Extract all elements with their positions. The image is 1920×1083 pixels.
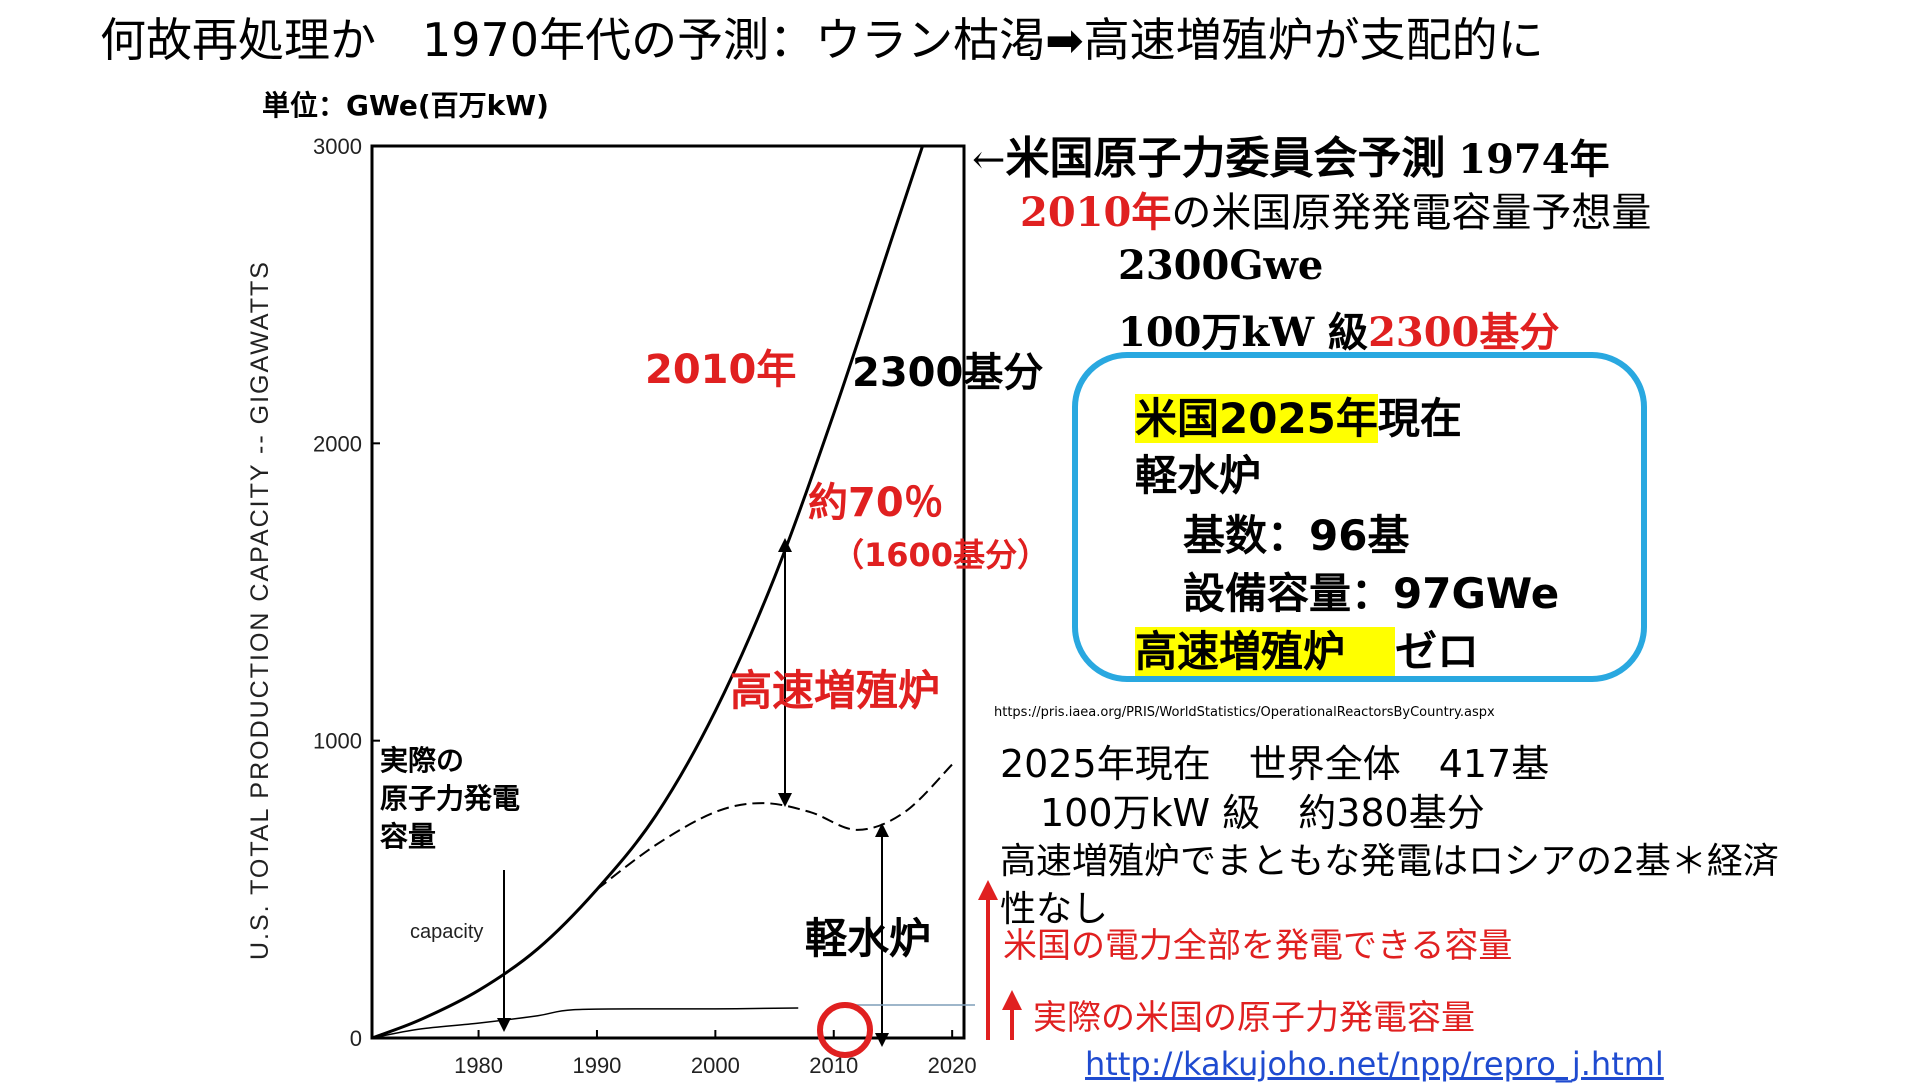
- annotation-capacity: capacity: [410, 921, 483, 943]
- us-2025-info-box: [1072, 352, 1647, 682]
- actual-label-line3: 容量: [380, 820, 437, 853]
- aec-line3: 2300Gwe: [1118, 242, 1324, 289]
- y-tick-label: 0: [350, 1026, 362, 1051]
- unit-label: 単位：GWe(百万kW): [262, 89, 549, 122]
- annotation-2010: 2010年: [645, 347, 797, 393]
- footer-link[interactable]: http://kakujoho.net/npp/repro_j.html: [1085, 1045, 1664, 1083]
- box-line5-highlight: 高速増殖炉: [1135, 627, 1396, 676]
- aec-line2-year: 2010年: [1020, 189, 1172, 236]
- page-title: 何故再処理か 1970年代の予測：ウラン枯渇➡高速増殖炉が支配的に: [100, 13, 1544, 67]
- x-tick-label: 2000: [691, 1053, 740, 1078]
- actual-label-line1: 実際の: [380, 744, 465, 777]
- source-url: https://pris.iaea.org/PRIS/WorldStatisti…: [994, 705, 1495, 720]
- world-line2: 100万kW 級 約380基分: [1040, 791, 1485, 835]
- x-tick-label: 2020: [928, 1053, 977, 1078]
- world-line3: 高速増殖炉でまともな発電はロシアの2基＊経済: [1000, 841, 1779, 882]
- legend-actual-capacity: 実際の米国の原子力発電容量: [1033, 998, 1475, 1038]
- world-line1: 2025年現在 世界全体 417基: [1000, 742, 1550, 786]
- aec-line4: 100万kW 級2300基分: [1118, 300, 1559, 358]
- legend-total-capacity: 米国の電力全部を発電できる容量: [1003, 926, 1513, 966]
- aec-arrow: ←: [972, 137, 1006, 183]
- box-line1-text: 現在: [1377, 394, 1462, 443]
- x-tick-label: 1980: [454, 1053, 503, 1078]
- annotation-2300-units: 2300基分: [852, 350, 1044, 396]
- aec-year: 1974年: [1458, 136, 1610, 183]
- box-line5-text: ゼロ: [1395, 627, 1480, 676]
- world-line4: 性なし: [1000, 889, 1109, 930]
- x-tick-label: 1990: [572, 1053, 621, 1078]
- annotation-70-percent: 約70％: [808, 480, 944, 526]
- plot-frame: [370, 144, 966, 1040]
- box-line5: 高速増殖炉 ゼロ: [1135, 618, 1479, 679]
- box-line1-highlight: 米国2025年: [1135, 394, 1378, 443]
- aec-title: 米国原子力委員会予測: [1005, 133, 1446, 184]
- actual-label-line2: 原子力発電: [380, 782, 521, 815]
- actual-capacity-label: 実際の 原子力発電 容量: [380, 742, 520, 856]
- marker-2010-circle: [817, 1002, 873, 1058]
- aec-line4-units: 2300基分: [1368, 309, 1560, 356]
- aec-line4-class: 100万kW 級: [1118, 309, 1369, 356]
- box-line2: 軽水炉: [1135, 451, 1262, 500]
- annotation-light-water: 軽水炉: [805, 914, 932, 963]
- y-tick-label: 1000: [313, 729, 362, 754]
- series-line-1: [596, 763, 953, 891]
- box-line1: 米国2025年現在: [1135, 385, 1462, 446]
- aec-line2: 2010年の米国原発発電容量予想量: [1020, 180, 1651, 238]
- series-line-0: [371, 145, 924, 1040]
- box-line4: 設備容量：97GWe: [1183, 569, 1560, 618]
- annotation-fast-breeder: 高速増殖炉: [730, 666, 941, 715]
- aec-prediction-heading: ←米国原子力委員会予測 1974年: [972, 122, 1610, 186]
- y-axis-label: U.S. TOTAL PRODUCTION CAPACITY -- GIGAWA…: [246, 260, 274, 960]
- aec-line2-text: の米国原発発電容量予想量: [1171, 190, 1652, 236]
- box-line3: 基数：96基: [1183, 511, 1410, 560]
- annotation-1600-units: （1600基分）: [832, 536, 1050, 574]
- y-tick-label: 2000: [313, 431, 362, 456]
- series-line-2: [371, 1007, 799, 1039]
- y-tick-label: 3000: [313, 134, 362, 159]
